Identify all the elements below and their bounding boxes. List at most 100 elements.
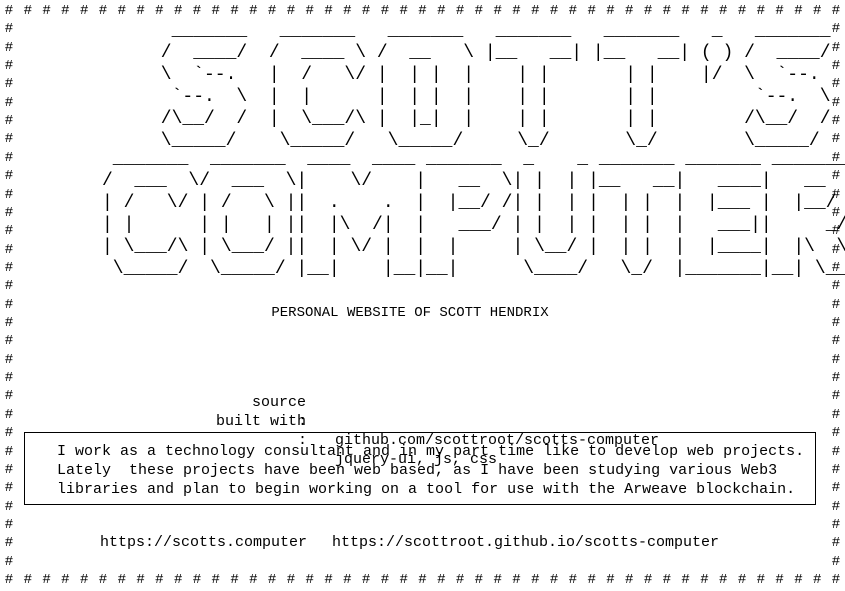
- border-hash-left: #: [4, 388, 14, 405]
- border-hash-left: #: [4, 535, 14, 552]
- border-hash-right: #: [831, 39, 841, 56]
- border-hash-right: #: [831, 259, 841, 276]
- border-hash-right: #: [831, 333, 841, 350]
- border-hash-top: #: [286, 3, 296, 19]
- border-hash-bottom: #: [343, 572, 352, 588]
- border-hash-bottom: #: [643, 572, 653, 588]
- border-hash-right: #: [831, 278, 841, 295]
- bio-box: [24, 432, 816, 505]
- border-hash-bottom: #: [4, 572, 14, 588]
- border-hash-top: #: [493, 3, 502, 19]
- border-hash-left: #: [4, 58, 14, 75]
- border-hash-top: #: [418, 3, 427, 19]
- border-hash-bottom: #: [587, 572, 596, 588]
- border-hash-top: #: [794, 3, 803, 19]
- border-hash-left: #: [4, 278, 14, 295]
- border-hash-top: #: [211, 3, 220, 19]
- border-hash-right: #: [831, 351, 841, 368]
- border-hash-left: #: [4, 113, 14, 130]
- link-github-pages[interactable]: https://scottroot.github.io/scotts-compu…: [332, 534, 720, 551]
- border-hash-left: #: [4, 333, 14, 350]
- border-hash-top: #: [230, 3, 239, 19]
- border-hash-bottom: #: [173, 572, 183, 588]
- border-hash-top: #: [361, 3, 371, 19]
- border-hash-top: #: [719, 3, 728, 19]
- border-hash-bottom: #: [98, 572, 108, 588]
- border-hash-top: #: [643, 3, 653, 19]
- border-hash-top: #: [756, 3, 766, 19]
- border-hash-top: #: [42, 3, 51, 19]
- border-hash-left: #: [4, 204, 14, 221]
- border-hash-bottom: #: [305, 572, 314, 588]
- bio-line: I work as a technology consultant and in…: [57, 443, 805, 460]
- site-subtitle: PERSONAL WEBSITE OF SCOTT HENDRIX: [271, 305, 549, 321]
- border-hash-top: #: [700, 3, 709, 19]
- border-hash-bottom: #: [568, 572, 578, 588]
- border-hash-left: #: [4, 186, 14, 203]
- border-hash-right: #: [831, 58, 841, 75]
- info-key-source: source: [252, 394, 307, 411]
- border-hash-top: #: [305, 3, 314, 19]
- border-hash-top: #: [813, 3, 822, 19]
- border-hash-top: #: [437, 3, 446, 19]
- border-hash-right: #: [831, 21, 841, 38]
- border-hash-top: #: [455, 3, 465, 19]
- link-scotts-computer[interactable]: https://scotts.computer: [100, 534, 308, 551]
- border-hash-top: #: [549, 3, 559, 19]
- border-hash-bottom: #: [399, 572, 408, 588]
- border-hash-bottom: #: [380, 572, 390, 588]
- border-hash-left: #: [4, 315, 14, 332]
- border-hash-right: #: [831, 76, 841, 93]
- border-hash-left: #: [4, 259, 14, 276]
- border-hash-left: #: [4, 553, 14, 570]
- border-hash-left: #: [4, 39, 14, 56]
- border-hash-bottom: #: [700, 572, 709, 588]
- border-hash-bottom: #: [42, 572, 51, 588]
- border-hash-left: #: [4, 76, 14, 93]
- border-hash-top: #: [136, 3, 145, 19]
- border-hash-left: #: [4, 223, 14, 240]
- border-hash-top: #: [625, 3, 634, 19]
- border-hash-bottom: #: [606, 572, 615, 588]
- border-hash-top: #: [343, 3, 352, 19]
- info-separator: :: [298, 413, 308, 430]
- border-hash-top: #: [61, 3, 70, 19]
- border-hash-bottom: #: [813, 572, 822, 588]
- border-hash-top: #: [681, 3, 690, 19]
- border-hash-top: #: [831, 3, 841, 19]
- border-hash-bottom: #: [756, 572, 766, 588]
- border-hash-bottom: #: [79, 572, 89, 588]
- border-hash-left: #: [4, 461, 14, 478]
- border-hash-left: #: [4, 131, 14, 148]
- info-row-source: source : github.com/scottroot/scotts-com…: [0, 374, 845, 469]
- border-hash-right: #: [831, 186, 841, 203]
- border-hash-left: #: [4, 480, 14, 497]
- info-row-built-with: built with : jquery-ui, js, css: [0, 393, 845, 488]
- border-hash-bottom: #: [324, 572, 333, 588]
- banner-scotts-art: _______ _______ _______ _______ _______ …: [160, 21, 831, 151]
- border-hash-right: #: [831, 204, 841, 221]
- border-hash-top: #: [606, 3, 615, 19]
- border-hash-top: #: [98, 3, 108, 19]
- border-hash-top: #: [23, 3, 32, 19]
- info-value-source[interactable]: github.com/scottroot/scotts-computer: [335, 432, 660, 449]
- border-hash-right: #: [831, 461, 841, 478]
- border-hash-right: #: [831, 480, 841, 497]
- border-hash-top: #: [380, 3, 390, 19]
- border-hash-bottom: #: [23, 572, 32, 588]
- border-hash-left: #: [4, 425, 14, 442]
- border-hash-left: #: [4, 370, 14, 387]
- border-hash-right: #: [831, 388, 841, 405]
- border-hash-top: #: [512, 3, 521, 19]
- border-hash-left: #: [4, 168, 14, 185]
- border-hash-bottom: #: [662, 572, 672, 588]
- border-hash-right: #: [831, 241, 841, 258]
- info-value-built-with: jquery-ui, js, css: [335, 451, 498, 468]
- border-hash-right: #: [831, 113, 841, 130]
- border-hash-left: #: [4, 149, 14, 166]
- border-hash-top: #: [662, 3, 672, 19]
- border-hash-top: #: [192, 3, 202, 19]
- border-hash-bottom: #: [249, 572, 258, 588]
- border-hash-top: #: [531, 3, 540, 19]
